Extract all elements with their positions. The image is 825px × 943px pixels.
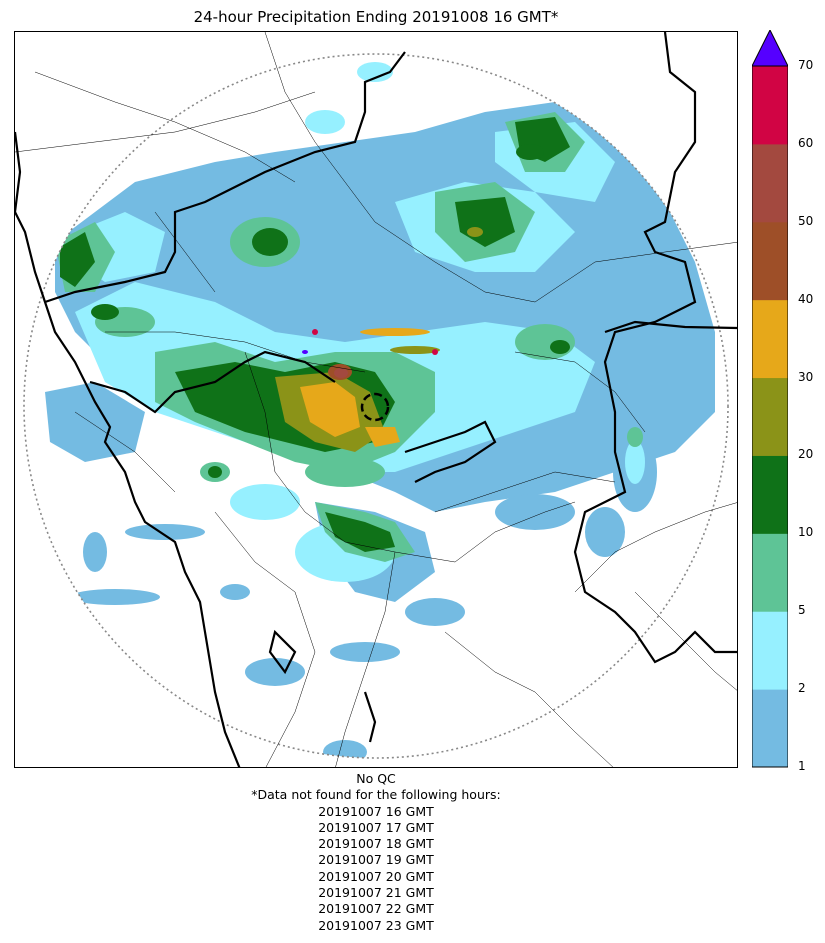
- colorbar-frame: [752, 65, 788, 768]
- colorbar-tick-label: 30: [798, 369, 814, 384]
- colorbar-tick-label: 2: [798, 681, 806, 696]
- colorbar-tick-label: 5: [798, 603, 806, 618]
- missing-hour: 20191007 17 GMT: [318, 819, 434, 835]
- colorbar-tick-label: 50: [798, 213, 814, 228]
- colorbar-segment: [752, 455, 788, 534]
- colorbar-segment: [752, 221, 788, 301]
- missing-data-note: *Data not found for the following hours:: [251, 787, 501, 803]
- colorbar-tick-label: 60: [798, 135, 814, 150]
- precipitation-map-graphic: [15, 32, 737, 767]
- colorbar: [752, 30, 788, 768]
- missing-hour: 20191007 16 GMT: [318, 803, 434, 819]
- colorbar-tick-label: 1: [798, 759, 806, 773]
- missing-hour: 20191007 20 GMT: [318, 868, 434, 884]
- colorbar-segment: [752, 611, 788, 690]
- missing-hour: 20191007 22 GMT: [318, 901, 434, 917]
- district-boundaries: [15, 32, 737, 767]
- colorbar-segment: [752, 377, 788, 456]
- colorbar-tick-label: 10: [798, 525, 814, 540]
- colorbar-segment: [752, 66, 788, 145]
- colorbar-tick-label: 20: [798, 447, 814, 462]
- colorbar-extend-arrow: [752, 30, 788, 67]
- radar-site-marker: [360, 392, 390, 422]
- missing-hour: 20191007 19 GMT: [318, 852, 434, 868]
- missing-hour: 20191007 23 GMT: [318, 917, 434, 933]
- colorbar-tick-label: 40: [798, 291, 814, 306]
- precipitation-field: [45, 62, 715, 758]
- map-title: 24-hour Precipitation Ending 20191008 16…: [193, 8, 559, 26]
- radar-range-ring: [23, 53, 729, 759]
- colorbar-segment: [752, 299, 788, 379]
- missing-hour: 20191007 18 GMT: [318, 836, 434, 852]
- qc-note: No QC: [356, 771, 396, 786]
- colorbar-segment: [752, 689, 788, 768]
- colorbar-segment: [752, 143, 788, 223]
- colorbar-tick-label: 70: [798, 58, 814, 72]
- colorbar-segment: [752, 533, 788, 612]
- radar-map: [14, 31, 738, 768]
- missing-hour: 20191007 21 GMT: [318, 885, 434, 901]
- map-footer: No QC *Data not found for the following …: [14, 771, 738, 934]
- state-boundaries: [15, 32, 737, 767]
